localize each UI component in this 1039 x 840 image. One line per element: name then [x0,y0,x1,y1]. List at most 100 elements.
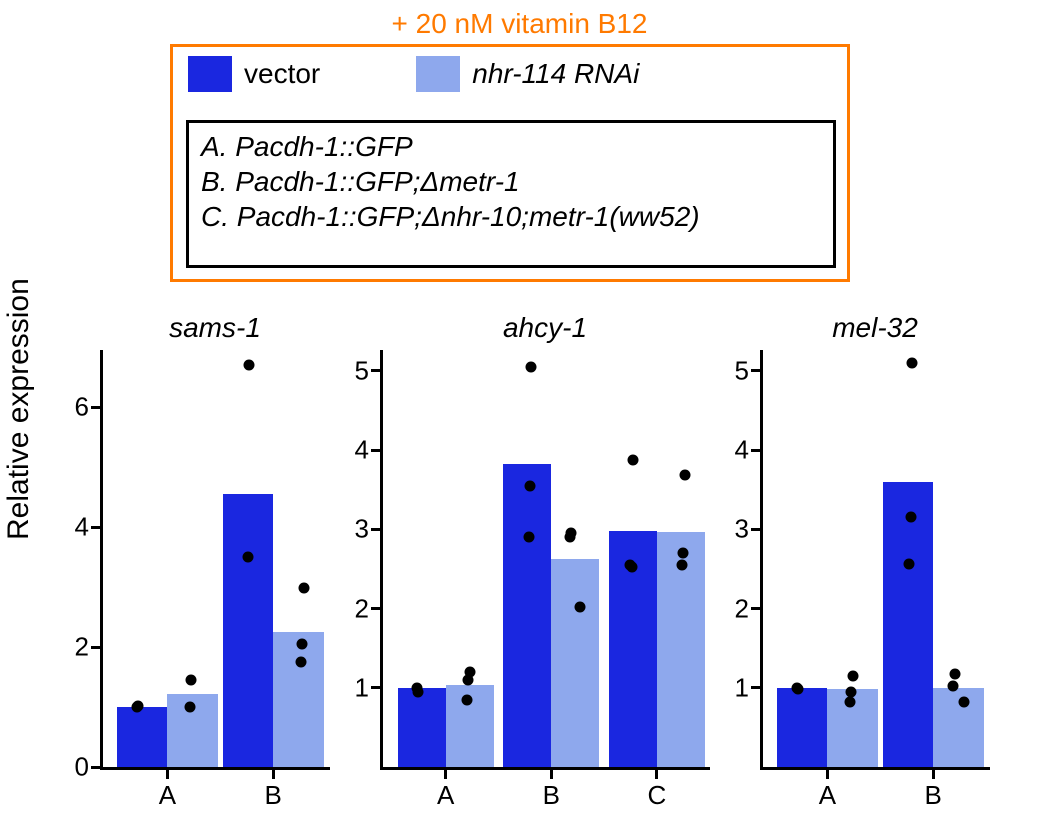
ytick [751,607,763,610]
genotype-key-line-0: A. Pacdh-1::GFP [201,129,821,164]
panel-title-ahcy-1: ahcy-1 [503,312,587,344]
bar [117,707,168,767]
data-point [679,470,690,481]
ytick [91,406,103,409]
ytick-label: 2 [719,593,749,624]
data-point [524,480,535,491]
plot-area-mel-32: 12345AB [760,350,990,770]
genotype-key-line-1: B. Pacdh-1::GFP;Δmetr-1 [201,164,821,199]
xtick-label: A [159,780,176,811]
data-point [296,657,307,668]
ytick [751,449,763,452]
panel-ahcy-1: ahcy-1 12345ABC [380,310,710,820]
ytick-label: 4 [719,435,749,466]
data-point [412,686,423,697]
ytick-label: 3 [339,514,369,545]
panel-title-mel-32: mel-32 [832,312,918,344]
data-point [948,681,959,692]
ytick [371,686,383,689]
ytick-label: 2 [339,593,369,624]
bar [273,632,324,767]
ytick [91,526,103,529]
data-point [244,360,255,371]
ytick-label: 2 [59,632,89,663]
ytick [91,646,103,649]
genotype-key-line-2: C. Pacdh-1::GFP;Δnhr-10;metr-1(ww52) [201,199,821,234]
ytick [91,766,103,769]
legend-label-0: vector [244,58,320,90]
xtick [272,767,275,779]
ytick [751,369,763,372]
legend-item-1: nhr-114 RNAi [416,56,639,92]
data-point [185,702,196,713]
xtick-label: B [543,780,560,811]
data-point [523,532,534,543]
ytick-label: 4 [339,435,369,466]
bar [398,688,446,767]
xtick [655,767,658,779]
data-point [133,700,144,711]
ytick-label: 5 [719,355,749,386]
y-axis-label: Relative expression [2,278,36,540]
data-point [627,454,638,465]
data-point [846,686,857,697]
legend-swatch-1 [416,56,460,92]
ytick [371,449,383,452]
data-point [845,697,856,708]
charts-area: sams-10246ABahcy-112345ABCmel-3212345AB [60,310,1020,820]
xtick-label: B [925,780,942,811]
ytick [751,528,763,531]
data-point [905,512,916,523]
xtick [550,767,553,779]
data-point [526,361,537,372]
xtick-label: A [819,780,836,811]
data-point [847,670,858,681]
data-point [949,668,960,679]
data-point [464,666,475,677]
legend-item-0: vector [188,56,320,92]
genotype-key-box: A. Pacdh-1::GFPB. Pacdh-1::GFP;Δmetr-1C.… [186,120,836,268]
panel-sams-1: sams-1 0246AB [100,310,330,820]
ytick-label: 4 [59,512,89,543]
bar [777,688,828,767]
data-point [958,697,969,708]
data-point [678,548,689,559]
data-point [566,528,577,539]
ytick-label: 0 [59,752,89,783]
plot-area-ahcy-1: 12345ABC [380,350,710,770]
xtick [166,767,169,779]
legend-label-1: nhr-114 RNAi [472,58,639,90]
bar [503,464,551,767]
data-point [677,559,688,570]
data-point [793,684,804,695]
xtick [826,767,829,779]
xtick-label: B [265,780,282,811]
ytick [751,686,763,689]
ytick-label: 3 [719,514,749,545]
ytick-label: 1 [719,672,749,703]
ytick [371,528,383,531]
ytick-label: 1 [339,672,369,703]
data-point [186,675,197,686]
legend-box: vector nhr-114 RNAi [174,48,846,106]
data-point [626,562,637,573]
xtick [932,767,935,779]
bar [223,494,274,767]
bar [883,482,934,767]
panel-title-sams-1: sams-1 [169,312,261,344]
ytick [371,607,383,610]
ytick-label: 5 [339,355,369,386]
data-point [297,639,308,650]
data-point [242,552,253,563]
xtick-label: A [437,780,454,811]
condition-title: + 20 nM vitamin B12 [391,8,647,40]
ytick [371,369,383,372]
data-point [575,601,586,612]
plot-area-sams-1: 0246AB [100,350,330,770]
ytick-label: 6 [59,392,89,423]
data-point [904,559,915,570]
bar [551,559,599,767]
xtick [444,767,447,779]
data-point [906,357,917,368]
data-point [462,694,473,705]
